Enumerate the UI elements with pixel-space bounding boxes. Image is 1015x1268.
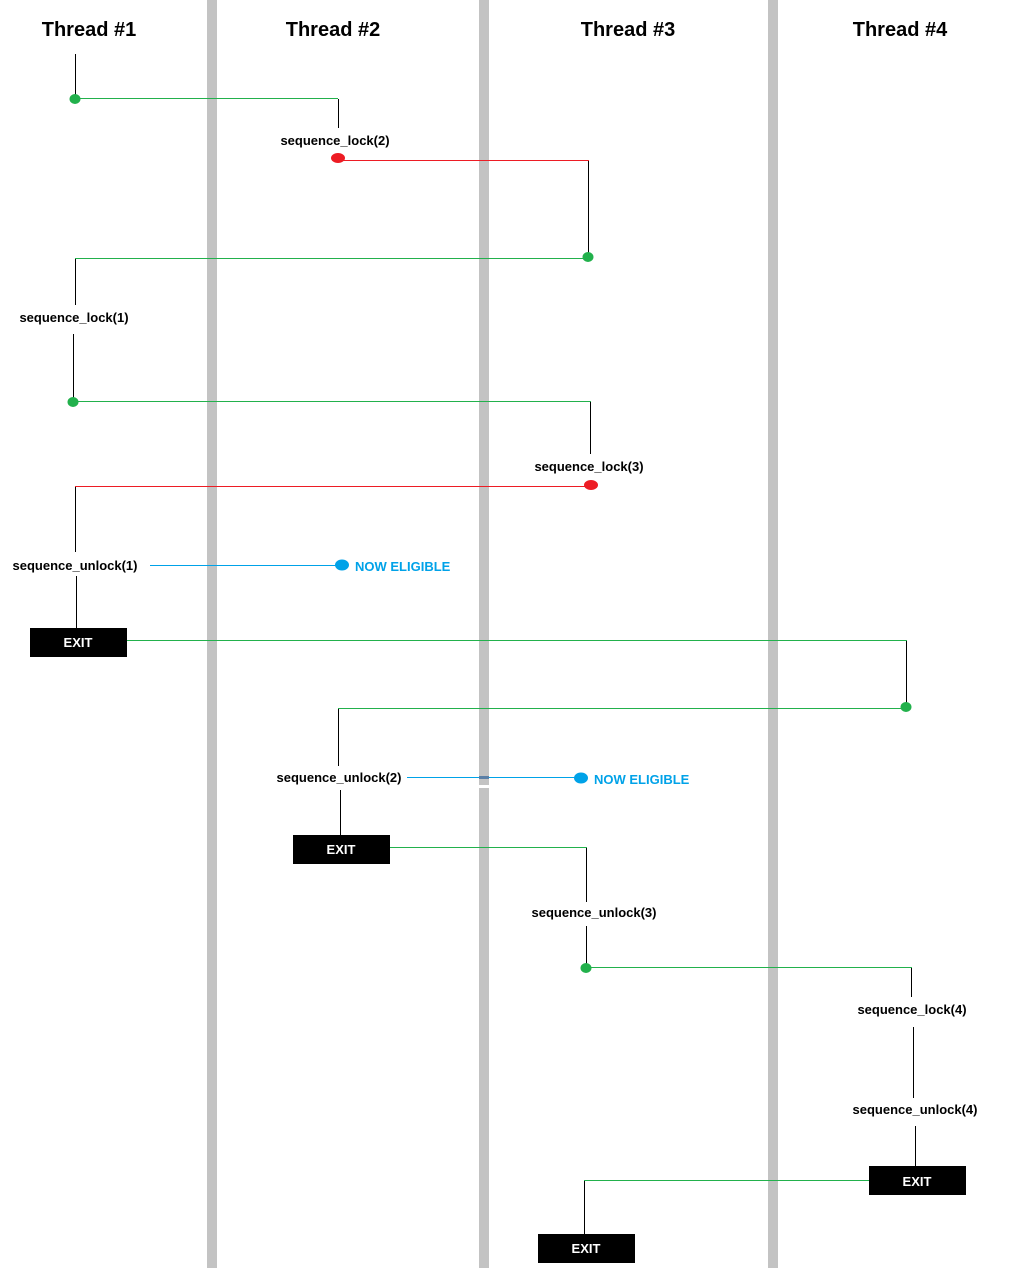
label-t3-lock: sequence_lock(3): [534, 459, 643, 474]
exit-box-t2: EXIT: [293, 835, 390, 864]
eligible-label-t3: NOW ELIGIBLE: [594, 772, 690, 787]
label-t2-unlock: sequence_unlock(2): [277, 770, 402, 785]
exit-box-t4: EXIT: [869, 1166, 966, 1195]
running-dot-t4: [900, 702, 912, 712]
flow-segments: [73, 54, 916, 1234]
lane-headers: Thread #1 Thread #2 Thread #3 Thread #4: [42, 19, 948, 41]
running-dot-t1-b: [67, 397, 79, 407]
separator-gap: [479, 785, 489, 788]
separator-3-4: [768, 0, 778, 1268]
exit-label: EXIT: [64, 635, 93, 650]
handoff-lines: [73, 98, 912, 1181]
exit-box-bg: [869, 1166, 966, 1195]
label-t4-unlock: sequence_unlock(4): [853, 1102, 978, 1117]
exit-box-bg: [30, 628, 127, 657]
separator-2-3: [479, 0, 489, 1268]
header-thread-4: Thread #4: [853, 19, 948, 41]
label-t2-lock: sequence_lock(2): [280, 133, 389, 148]
label-t1-lock: sequence_lock(1): [19, 310, 128, 325]
exit-box-t1: EXIT: [30, 628, 127, 657]
exit-box-bg: [293, 835, 390, 864]
running-dot-t1: [69, 94, 81, 104]
header-thread-3: Thread #3: [581, 19, 675, 41]
exit-box-t3: EXIT: [538, 1234, 635, 1263]
event-dots: [67, 94, 912, 973]
separator-highlight: [479, 776, 489, 779]
eligible-dot-t2: [335, 559, 349, 571]
blocked-lines: [75, 160, 591, 487]
label-t4-lock: sequence_lock(4): [857, 1002, 966, 1017]
eligible-lines: [150, 565, 581, 778]
header-thread-2: Thread #2: [286, 19, 380, 41]
header-thread-1: Thread #1: [42, 19, 136, 41]
exit-label: EXIT: [572, 1241, 601, 1256]
separator-1-2: [207, 0, 217, 1268]
exit-label: EXIT: [327, 842, 356, 857]
exit-label: EXIT: [903, 1174, 932, 1189]
eligible-labels: NOW ELIGIBLE NOW ELIGIBLE: [355, 559, 690, 787]
eligible-dot-t3: [574, 772, 588, 784]
running-dot-t3: [582, 252, 594, 262]
label-t1-unlock: sequence_unlock(1): [13, 558, 138, 573]
lane-separators: [207, 0, 778, 1268]
blocked-dot-t3: [584, 480, 598, 490]
call-labels: sequence_lock(2) sequence_lock(1) sequen…: [13, 133, 978, 1117]
label-t3-unlock: sequence_unlock(3): [532, 905, 657, 920]
blocked-dot-t2: [331, 153, 345, 163]
eligible-label-t2: NOW ELIGIBLE: [355, 559, 451, 574]
exit-box-bg: [538, 1234, 635, 1263]
running-dot-t3-b: [580, 963, 592, 973]
